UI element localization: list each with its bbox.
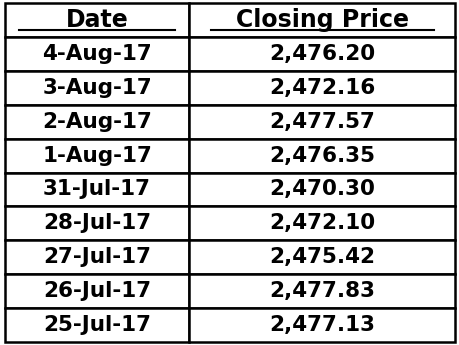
Bar: [189, 139, 454, 172]
Text: 2,477.83: 2,477.83: [269, 281, 375, 301]
Text: 2,475.42: 2,475.42: [269, 247, 375, 267]
Bar: [5, 105, 189, 139]
Text: 2,477.13: 2,477.13: [269, 315, 375, 335]
Bar: [5, 139, 189, 172]
Text: 2,477.57: 2,477.57: [269, 112, 375, 132]
Text: Date: Date: [66, 8, 128, 32]
Bar: [189, 71, 454, 105]
Text: 2,476.20: 2,476.20: [269, 44, 375, 64]
Text: 2-Aug-17: 2-Aug-17: [42, 112, 151, 132]
Text: 4-Aug-17: 4-Aug-17: [42, 44, 151, 64]
Text: 3-Aug-17: 3-Aug-17: [42, 78, 151, 98]
Bar: [189, 105, 454, 139]
Bar: [189, 308, 454, 342]
Text: 2,470.30: 2,470.30: [269, 179, 375, 199]
Text: Closing Price: Closing Price: [235, 8, 408, 32]
Bar: [5, 308, 189, 342]
Text: 28-Jul-17: 28-Jul-17: [43, 213, 151, 233]
Bar: [5, 274, 189, 308]
Bar: [189, 172, 454, 206]
Text: 2,472.10: 2,472.10: [269, 213, 375, 233]
Bar: [5, 206, 189, 240]
Bar: [189, 206, 454, 240]
Bar: [189, 274, 454, 308]
Bar: [5, 71, 189, 105]
Bar: [5, 240, 189, 274]
Text: 31-Jul-17: 31-Jul-17: [43, 179, 151, 199]
Bar: [5, 3, 189, 37]
Bar: [189, 37, 454, 71]
Bar: [189, 240, 454, 274]
Bar: [5, 172, 189, 206]
Text: 27-Jul-17: 27-Jul-17: [43, 247, 151, 267]
Text: 2,476.35: 2,476.35: [269, 146, 375, 166]
Bar: [189, 3, 454, 37]
Text: 1-Aug-17: 1-Aug-17: [42, 146, 151, 166]
Text: 26-Jul-17: 26-Jul-17: [43, 281, 151, 301]
Bar: [5, 37, 189, 71]
Text: 25-Jul-17: 25-Jul-17: [43, 315, 151, 335]
Text: 2,472.16: 2,472.16: [269, 78, 375, 98]
